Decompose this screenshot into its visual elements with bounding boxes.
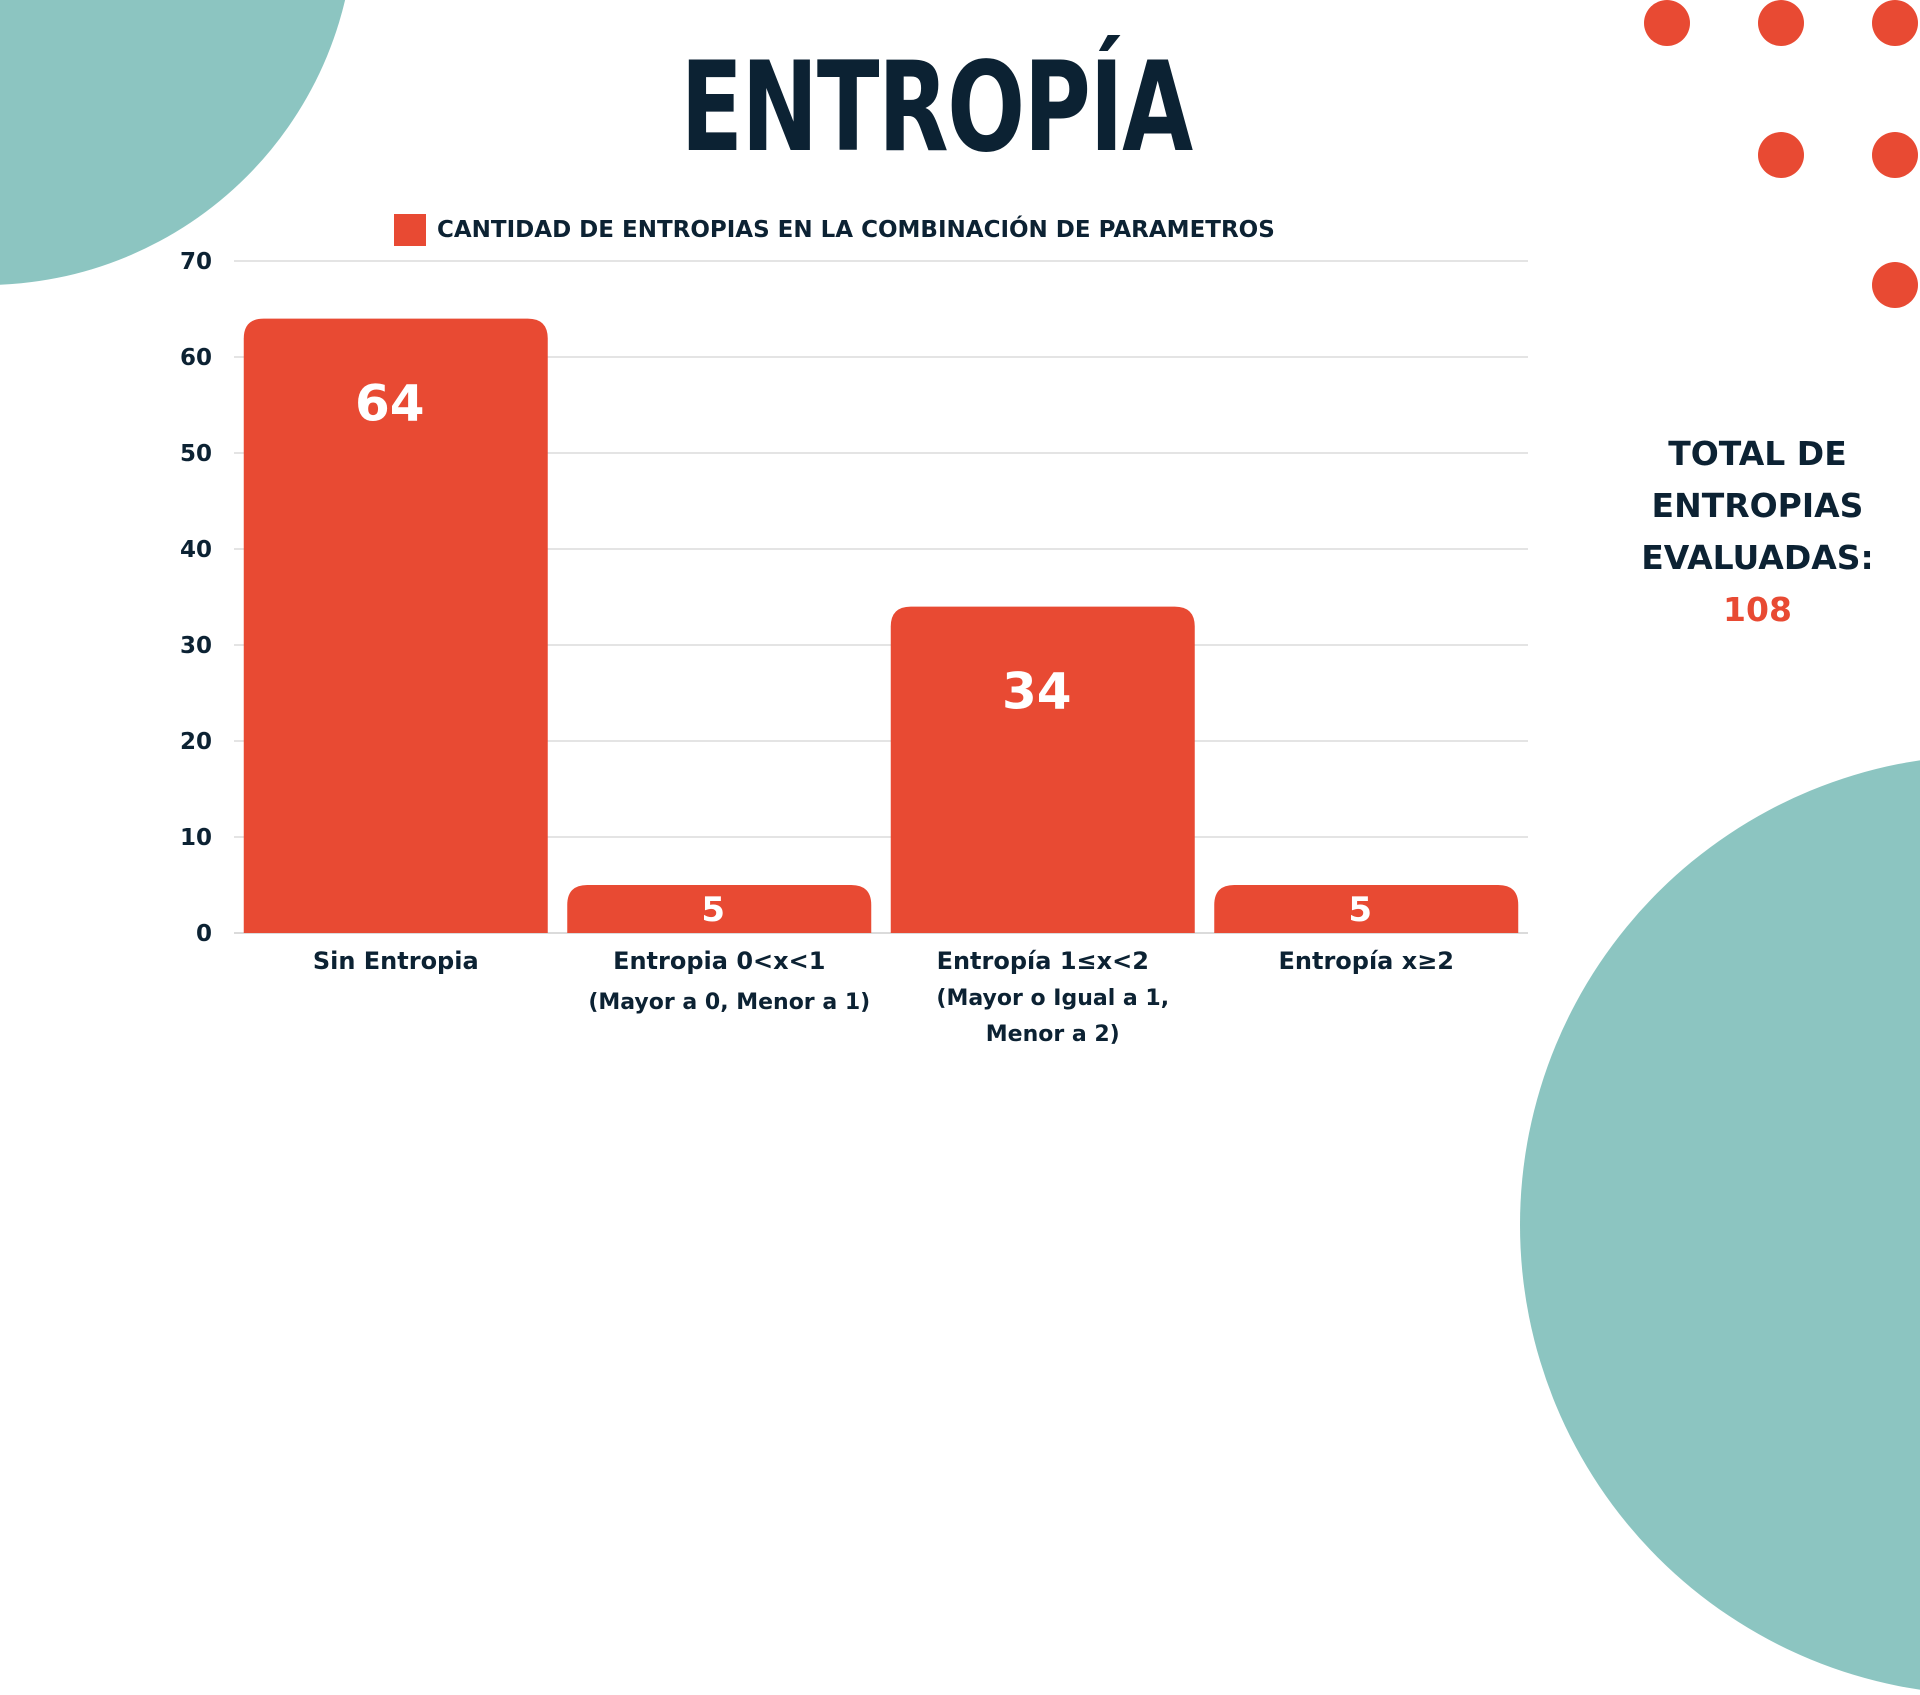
legend-swatch [394, 214, 426, 246]
x-category-label: Entropía 1≤x<2 [937, 947, 1149, 975]
bar [567, 885, 872, 933]
bar-value-label: 5 [1348, 890, 1372, 930]
y-tick-label: 20 [180, 729, 212, 755]
page-title: ENTROPÍA [680, 36, 1193, 180]
bar-value-label: 34 [1002, 663, 1072, 721]
x-category-sublabel: (Mayor o Igual a 1, [936, 986, 1169, 1011]
chart-legend: CANTIDAD DE ENTROPIAS EN LA COMBINACIÓN … [394, 213, 1275, 247]
bar [890, 606, 1195, 933]
x-category-sublabel: Menor a 2) [986, 1022, 1120, 1047]
decorative-dot [1758, 0, 1804, 46]
x-category-label: Entropía x≥2 [1278, 947, 1454, 975]
y-tick-label: 40 [180, 537, 212, 563]
bar [1214, 885, 1519, 933]
total-summary: TOTAL DE ENTROPIAS EVALUADAS: 108 [1610, 428, 1905, 636]
x-category-sublabel: (Mayor a 0, Menor a 1) [588, 990, 870, 1015]
y-tick-label: 0 [196, 921, 212, 947]
bar-value-label: 64 [355, 375, 425, 433]
decorative-dot [1758, 132, 1804, 178]
decorative-dot [1644, 0, 1690, 46]
y-tick-label: 10 [180, 825, 212, 851]
x-category-label: Entropia 0<x<1 [613, 947, 825, 975]
y-tick-label: 60 [180, 345, 212, 371]
decorative-dot [1872, 0, 1918, 46]
total-value: 108 [1723, 590, 1792, 629]
x-category-label: Sin Entropia [313, 947, 479, 975]
y-tick-label: 30 [180, 633, 212, 659]
bar-value-label: 5 [701, 890, 725, 930]
bar [243, 318, 548, 934]
total-label: TOTAL DE ENTROPIAS EVALUADAS: [1641, 434, 1874, 577]
decorative-dot [1872, 262, 1918, 308]
y-tick-label: 50 [180, 441, 212, 467]
legend-label: CANTIDAD DE ENTROPIAS EN LA COMBINACIÓN … [437, 217, 1275, 243]
y-tick-label: 70 [180, 249, 212, 275]
bar-chart: 0 10 20 30 40 50 60 70 64 Sin Entropia 5 Entropia 0… [180, 249, 1528, 1047]
decorative-dot [1872, 132, 1918, 178]
